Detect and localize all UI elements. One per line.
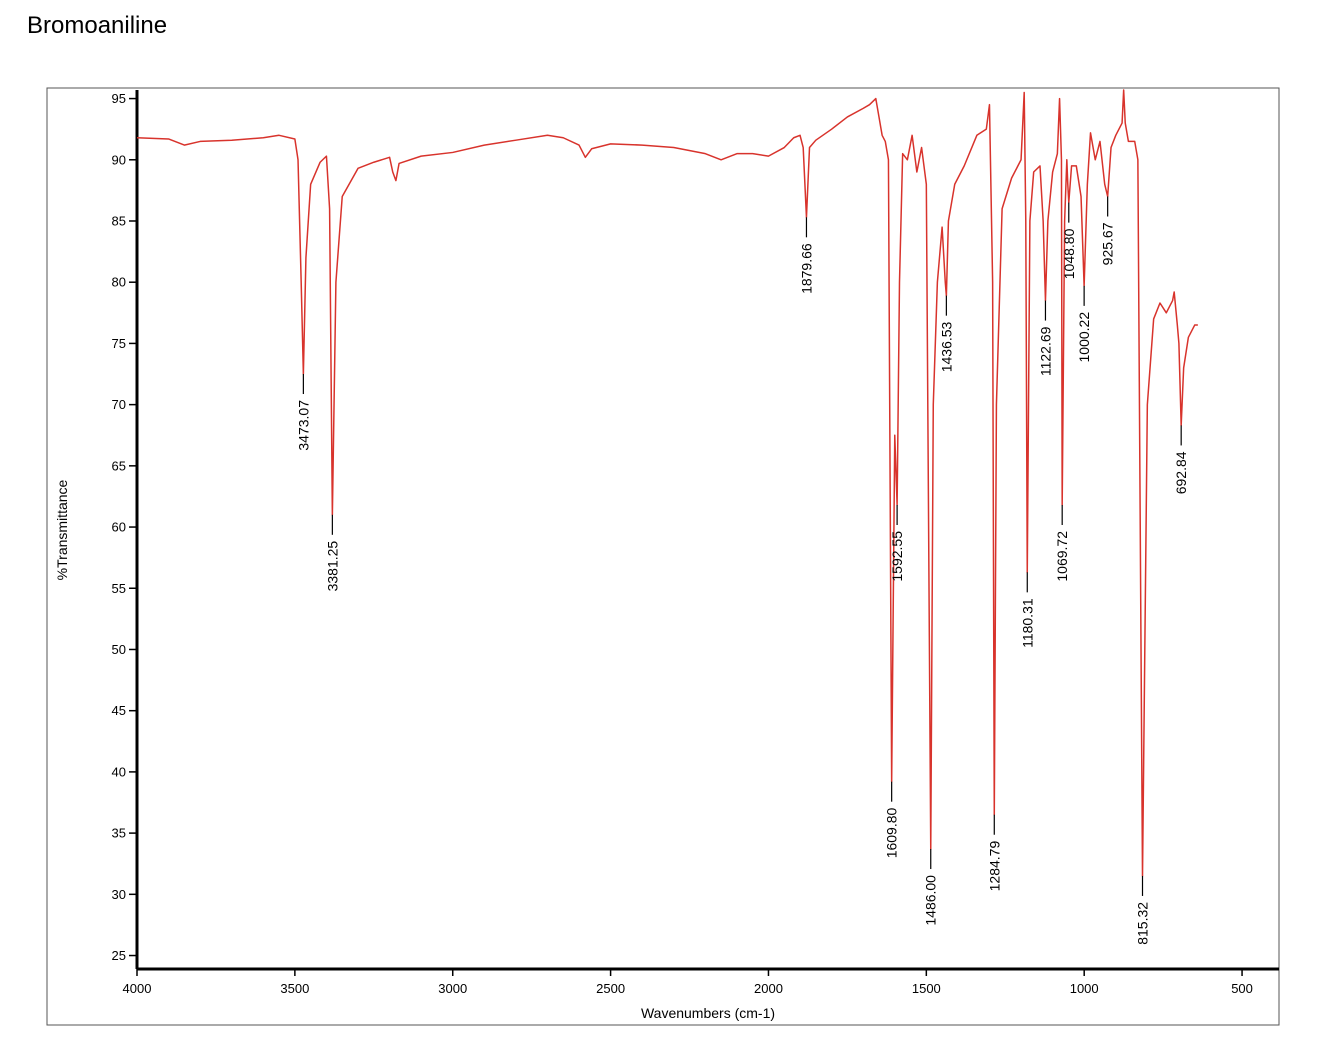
frame	[46, 87, 1280, 1026]
peak-label: 1609.80	[884, 807, 900, 858]
y-tick-label: 80	[112, 275, 126, 290]
peak-label: 1436.53	[938, 321, 954, 372]
chart-title: Bromoaniline	[27, 12, 167, 39]
y-tick-label: 85	[112, 213, 126, 228]
x-tick-label: 2500	[596, 981, 625, 996]
y-tick-label: 25	[112, 948, 126, 963]
y-tick-label: 75	[112, 336, 126, 351]
peak-label: 3381.25	[324, 541, 340, 592]
y-tick-label: 60	[112, 520, 126, 535]
x-tick-label: 500	[1231, 981, 1253, 996]
y-tick-label: 45	[112, 703, 126, 718]
peak-label: 1180.31	[1019, 598, 1035, 648]
peak-label: 1122.69	[1037, 326, 1053, 376]
x-tick-label: 4000	[123, 981, 152, 996]
peak-label: 3473.07	[295, 400, 311, 451]
peak-label: 1879.66	[798, 243, 814, 294]
peak-label: 1486.00	[923, 875, 939, 926]
y-tick-label: 70	[112, 397, 126, 412]
x-tick-label: 1500	[912, 981, 941, 996]
x-tick-label: 1000	[1070, 981, 1099, 996]
y-tick-label: 35	[112, 826, 126, 841]
peak-label: 1069.72	[1054, 531, 1070, 582]
y-tick-label: 30	[112, 887, 126, 902]
x-axis-label: Wavenumbers (cm-1)	[641, 1005, 775, 1021]
y-tick-label: 95	[112, 91, 126, 106]
y-tick-label: 50	[112, 642, 126, 657]
peak-label: 1000.22	[1076, 312, 1092, 363]
peak-label: 1048.80	[1061, 228, 1077, 279]
x-tick-label: 3500	[280, 981, 309, 996]
peak-label: 1284.79	[986, 841, 1002, 892]
x-tick-label: 2000	[754, 981, 783, 996]
y-tick-label: 55	[112, 581, 126, 596]
x-tick-label: 3000	[438, 981, 467, 996]
y-tick-label: 90	[112, 152, 126, 167]
peak-label: 1592.55	[889, 531, 905, 582]
peak-label: 692.84	[1173, 451, 1189, 494]
peak-label: 925.67	[1100, 222, 1116, 265]
spectrum	[136, 89, 1198, 877]
y-tick-label: 40	[112, 764, 126, 779]
y-tick-label: 65	[112, 458, 126, 473]
y-axis-label: %Transmittance	[54, 479, 70, 580]
peak-label: 815.32	[1135, 902, 1151, 945]
